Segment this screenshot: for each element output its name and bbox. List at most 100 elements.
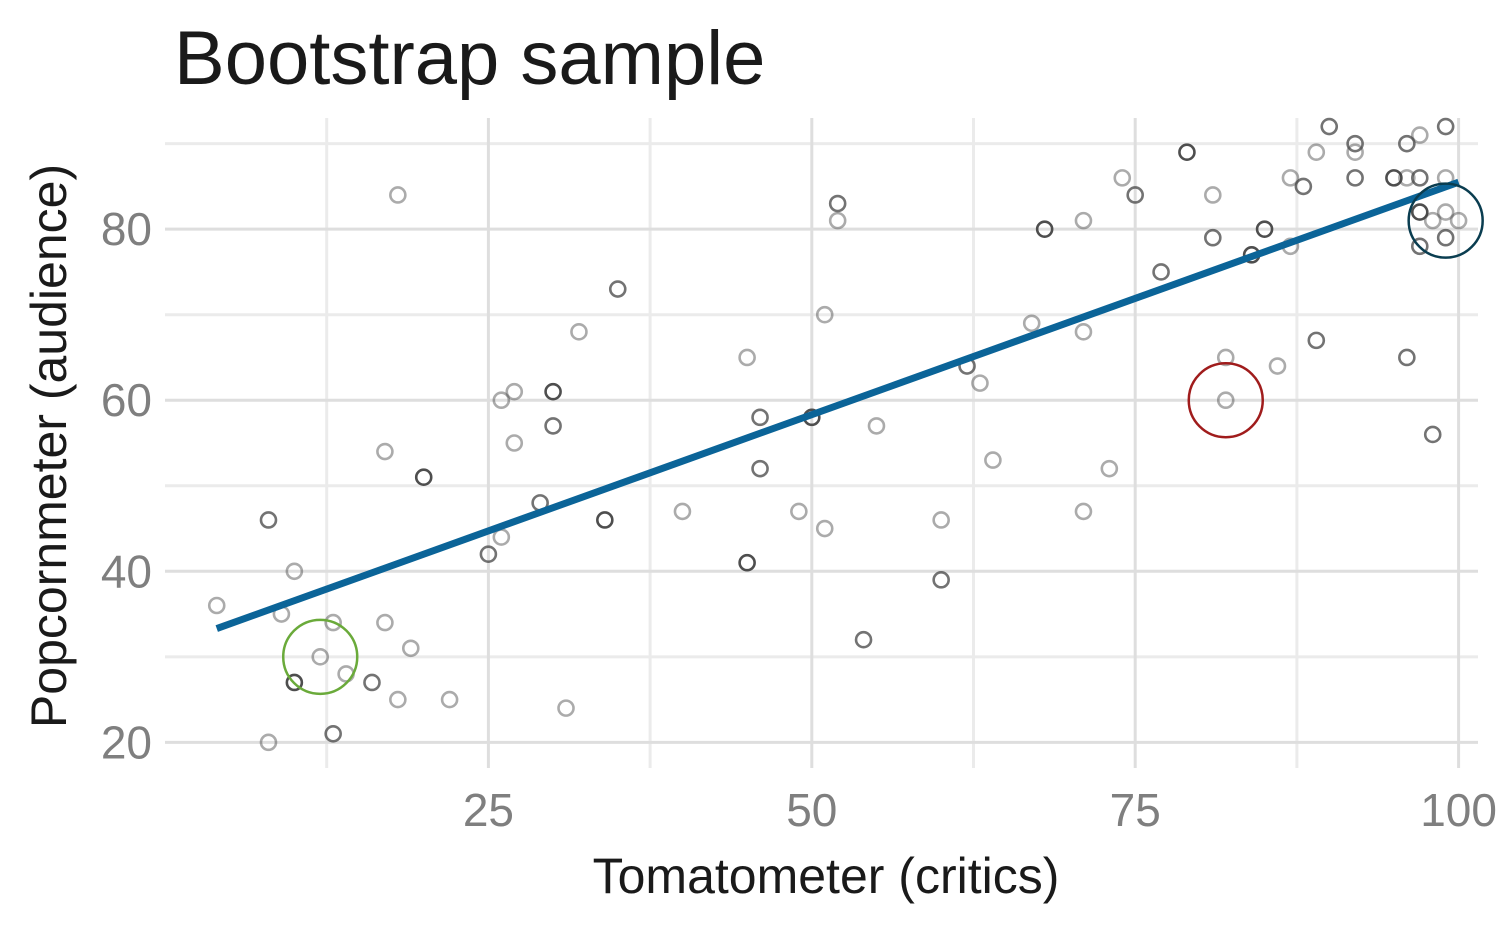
data-point <box>1410 237 1429 256</box>
data-point <box>1307 331 1326 350</box>
data-point <box>1281 169 1300 187</box>
x-tick-label: 100 <box>1420 784 1497 836</box>
data-point <box>1035 220 1054 238</box>
data-point <box>1436 203 1455 221</box>
highlight-circle <box>281 618 359 696</box>
data-point <box>596 511 614 529</box>
data-point <box>492 391 511 410</box>
major-gridlines <box>165 118 1478 768</box>
data-point <box>1074 211 1093 230</box>
data-point <box>984 451 1002 469</box>
data-point <box>1152 263 1170 281</box>
data-point <box>1398 169 1416 187</box>
data-point <box>376 613 394 632</box>
data-point <box>932 571 950 589</box>
data-point <box>738 348 756 367</box>
tick-labels: 25 50 75 100 20 40 60 80 <box>101 203 1497 836</box>
data-point <box>1449 211 1468 230</box>
data-point <box>337 665 355 683</box>
data-point <box>738 553 756 572</box>
data-point <box>932 511 950 529</box>
minor-gridlines <box>165 118 1478 768</box>
highlight-circles <box>281 182 1484 696</box>
data-point <box>401 639 420 658</box>
data-point <box>324 724 342 743</box>
data-point <box>505 382 524 401</box>
data-point <box>389 690 407 709</box>
data-point <box>1423 425 1442 444</box>
data-point <box>1410 169 1429 187</box>
data-point <box>673 502 692 521</box>
regression-line <box>215 178 1460 632</box>
x-tick-label: 25 <box>463 784 514 836</box>
data-point <box>971 374 989 392</box>
data-point <box>608 280 627 298</box>
y-tick-label: 80 <box>101 203 152 255</box>
data-point <box>440 690 459 709</box>
data-point <box>1074 502 1093 521</box>
data-point <box>544 417 562 435</box>
data-point <box>259 511 278 529</box>
data-point <box>1204 186 1222 204</box>
data-point <box>1423 211 1442 230</box>
data-point <box>285 673 304 692</box>
data-point <box>389 186 407 204</box>
data-point <box>1113 169 1132 187</box>
data-point <box>1436 117 1455 136</box>
data-point <box>751 408 769 427</box>
data-point <box>828 211 847 230</box>
data-point <box>1385 169 1403 187</box>
data-point <box>1398 348 1416 367</box>
data-point <box>1307 143 1326 162</box>
data-point <box>1022 314 1041 333</box>
data-point <box>376 442 394 461</box>
data-point <box>815 305 834 324</box>
data-point <box>1410 126 1429 144</box>
data-point <box>207 596 226 615</box>
data-point <box>285 562 304 581</box>
data-point <box>324 613 342 632</box>
data-point <box>751 459 769 478</box>
data-point <box>1255 220 1274 238</box>
data-point <box>867 417 886 435</box>
data-points <box>207 117 1468 752</box>
x-axis-label: Tomatometer (critics) <box>593 848 1060 904</box>
data-point <box>828 194 847 213</box>
highlight-circle <box>1187 361 1264 439</box>
data-point <box>815 519 834 538</box>
data-point <box>363 673 381 692</box>
data-point <box>790 502 808 521</box>
data-point <box>1410 203 1429 221</box>
data-point <box>479 545 498 563</box>
data-point <box>544 382 562 401</box>
data-point <box>1320 117 1339 136</box>
data-point <box>311 648 330 666</box>
data-point <box>1346 134 1364 153</box>
data-point <box>570 323 588 341</box>
data-point <box>1346 169 1364 187</box>
data-point <box>1398 134 1416 153</box>
fit-line-layer <box>215 178 1460 632</box>
data-point <box>1346 143 1364 162</box>
data-point <box>854 630 873 649</box>
data-point <box>1100 459 1119 478</box>
data-point <box>1268 357 1287 375</box>
data-point <box>259 733 278 752</box>
data-point <box>1216 348 1235 367</box>
data-point <box>1294 177 1313 196</box>
x-tick-label: 50 <box>786 784 837 836</box>
data-point <box>1074 323 1093 341</box>
data-point <box>1436 228 1455 247</box>
y-tick-label: 40 <box>101 545 152 597</box>
data-point <box>505 434 524 452</box>
x-tick-label: 75 <box>1110 784 1161 836</box>
data-point <box>1178 143 1196 162</box>
data-point <box>414 468 433 487</box>
y-tick-label: 20 <box>101 716 152 768</box>
data-point <box>557 699 575 717</box>
data-point <box>1216 391 1235 410</box>
data-point <box>1126 186 1144 204</box>
y-tick-label: 60 <box>101 374 152 426</box>
y-axis-label: Popcornmeter (audience) <box>21 164 77 728</box>
